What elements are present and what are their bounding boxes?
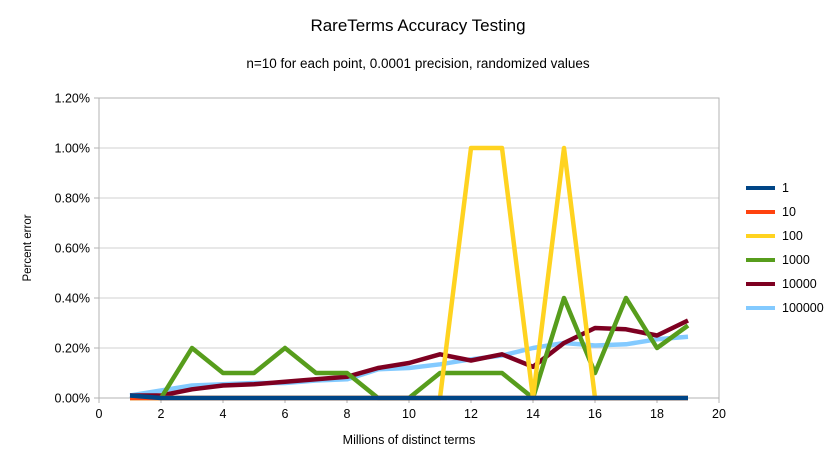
y-tick-label: 1.20% (55, 92, 90, 106)
series-line-10000 (130, 318, 689, 398)
legend: 1 10 100 1000 10000 100000 (746, 176, 824, 320)
y-tick-label: 1.00% (55, 142, 90, 156)
x-tick-label: 18 (650, 407, 664, 421)
legend-item-1: 1 (746, 176, 824, 200)
x-tick-label: 4 (220, 407, 227, 421)
x-tick-label: 16 (588, 407, 602, 421)
x-tick-label: 2 (158, 407, 165, 421)
y-tick-label: 0.40% (55, 292, 90, 306)
x-tick-label: 6 (282, 407, 289, 421)
legend-swatch-10000 (746, 281, 775, 287)
y-tick-label: 0.60% (55, 242, 90, 256)
legend-swatch-100000 (746, 305, 775, 311)
chart-subtitle: n=10 for each point, 0.0001 precision, r… (246, 56, 590, 71)
legend-label-10: 10 (782, 205, 796, 219)
x-tick-label: 0 (96, 407, 103, 421)
legend-item-10: 10 (746, 200, 824, 224)
legend-item-10000: 10000 (746, 272, 824, 296)
x-tick-label: 10 (402, 407, 416, 421)
series-line-100 (130, 145, 688, 401)
y-tick-label: 0.20% (55, 342, 90, 356)
legend-swatch-1 (746, 185, 775, 191)
x-tick-label: 12 (464, 407, 478, 421)
axis-ticks-group: 0.00% 0.20% 0.40% 0.60% 0.80% 1.00% 1.20% 0 2 4 6 8… (55, 92, 726, 422)
legend-label-100000: 100000 (782, 301, 824, 315)
legend-swatch-1000 (746, 257, 775, 263)
gridlines-group (99, 147, 719, 349)
y-tick-label: 0.80% (55, 192, 90, 206)
x-tick-label: 14 (526, 407, 540, 421)
y-axis-title: Percent error (22, 214, 34, 281)
chart-title: RareTerms Accuracy Testing (310, 16, 526, 35)
x-tick-label: 8 (344, 407, 351, 421)
x-tick-label: 20 (712, 407, 726, 421)
legend-item-100: 100 (746, 224, 824, 248)
legend-label-10000: 10000 (782, 277, 817, 291)
legend-label-1: 1 (782, 181, 789, 195)
legend-item-1000: 1000 (746, 248, 824, 272)
legend-item-100000: 100000 (746, 296, 824, 320)
legend-label-100: 100 (782, 229, 803, 243)
legend-label-1000: 1000 (782, 253, 810, 267)
legend-swatch-100 (746, 233, 775, 239)
legend-swatch-10 (746, 209, 775, 215)
y-tick-label: 0.00% (55, 392, 90, 406)
series-lines-group (129, 145, 690, 401)
series-line-1 (129, 393, 688, 401)
x-axis-title: Millions of distinct terms (343, 433, 476, 447)
